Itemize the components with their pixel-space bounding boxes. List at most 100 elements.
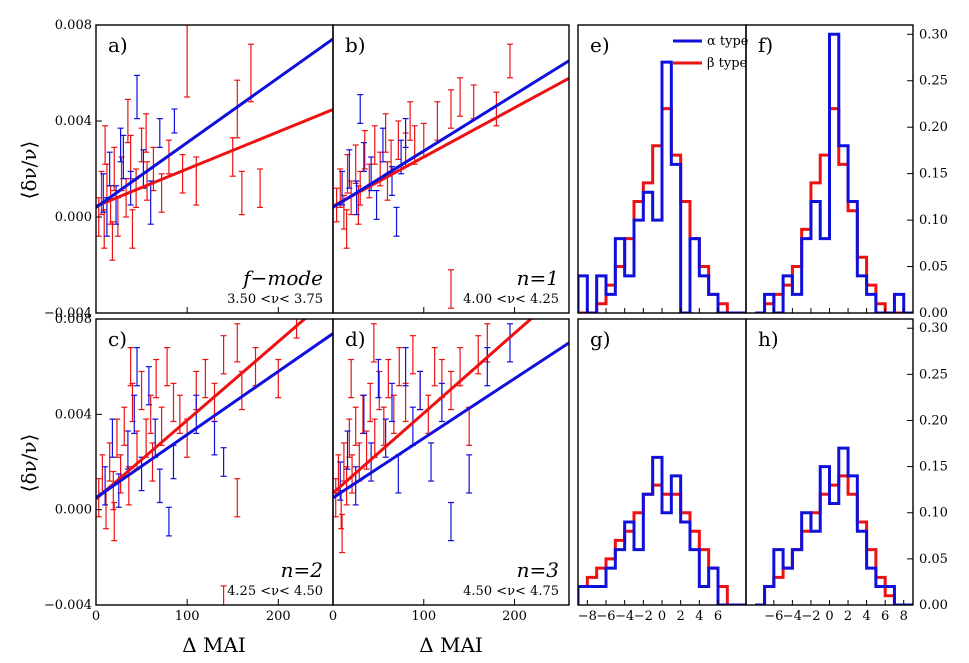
legend-alpha-label: α type bbox=[707, 34, 749, 49]
x-tick-label: 100 bbox=[175, 609, 200, 624]
x-tick-label: 100 bbox=[411, 609, 436, 624]
legend-beta-label: β type bbox=[707, 56, 748, 71]
x-tick-label: 6 bbox=[881, 609, 889, 624]
y-tick-label: −0.004 bbox=[44, 598, 92, 613]
panel-label: d) bbox=[345, 327, 366, 351]
panel-label: h) bbox=[758, 327, 779, 351]
y-tick-label: 0.00 bbox=[919, 306, 948, 321]
panel-a: −0.004 0.000 0.004 0.008 a) f−mode 3.50 <ν< 3.… bbox=[44, 18, 334, 321]
panel-label: f) bbox=[758, 33, 773, 57]
y-tick-label: 0.15 bbox=[919, 167, 948, 182]
x-tick-label: −4 bbox=[615, 609, 634, 624]
y-tick-label: 0.004 bbox=[55, 407, 92, 422]
y-tick-label: 0.008 bbox=[55, 18, 92, 33]
x-tick-label: 6 bbox=[714, 609, 722, 624]
x-tick-label: 0 bbox=[92, 609, 100, 624]
plot-area bbox=[333, 43, 569, 309]
x-tick-label: 2 bbox=[677, 609, 685, 624]
x-tick-label: 2 bbox=[844, 609, 852, 624]
y-tick-label: 0.25 bbox=[919, 74, 948, 89]
alpha-fit-line bbox=[333, 341, 569, 500]
x-tick-label: −4 bbox=[783, 609, 802, 624]
beta-fit-line bbox=[333, 319, 534, 495]
beta-fit-line bbox=[96, 319, 307, 501]
y-tick-label: −0.004 bbox=[44, 306, 92, 321]
y-tick-label: 0.25 bbox=[919, 367, 948, 382]
y-tick-label: 0.20 bbox=[919, 413, 948, 428]
panel-label: e) bbox=[590, 33, 610, 57]
legend: α type β type bbox=[673, 34, 749, 71]
axes-frame bbox=[745, 24, 914, 314]
x-tick-label: −8 bbox=[578, 609, 597, 624]
axes-frame bbox=[332, 24, 570, 314]
range-label: 4.25 <ν< 4.50 bbox=[227, 584, 323, 599]
x-tick-label: −6 bbox=[764, 609, 783, 624]
x-tick-label: 0 bbox=[825, 609, 833, 624]
panel-label: b) bbox=[345, 33, 366, 57]
y-tick-label: 0.15 bbox=[919, 460, 948, 475]
range-label: 3.50 <ν< 3.75 bbox=[227, 292, 323, 307]
panel-f: 0.00 0.05 0.10 0.15 0.20 0.25 0.30 f) bbox=[745, 24, 948, 321]
y-tick-label: 0.05 bbox=[919, 260, 948, 275]
plot-area bbox=[333, 319, 569, 554]
x-tick-label: 0 bbox=[658, 609, 666, 624]
y-tick-label: 0.20 bbox=[919, 120, 948, 135]
alpha-histogram bbox=[755, 446, 913, 605]
axes-frame bbox=[745, 318, 914, 606]
x-tick-label: 0 bbox=[329, 609, 337, 624]
x-tick-label: 4 bbox=[695, 609, 703, 624]
x-axis-label-left: Δ MAI bbox=[182, 633, 246, 657]
plot-area bbox=[755, 446, 913, 605]
x-tick-label: 200 bbox=[502, 609, 527, 624]
plot-area bbox=[578, 60, 746, 313]
x-tick-label: −2 bbox=[634, 609, 653, 624]
y-tick-label: 0.05 bbox=[919, 552, 948, 567]
y-tick-label: 0.10 bbox=[919, 213, 948, 228]
beta-histogram bbox=[755, 107, 913, 313]
panel-label: c) bbox=[108, 327, 127, 351]
y-tick-label: 0.30 bbox=[919, 321, 948, 336]
y-tick-label: 0.30 bbox=[919, 27, 948, 42]
x-tick-label: 8 bbox=[900, 609, 908, 624]
x-tick-label: 4 bbox=[862, 609, 870, 624]
beta-fit-line bbox=[96, 108, 333, 208]
mode-label: n=3 bbox=[517, 558, 559, 582]
x-tick-label: −6 bbox=[596, 609, 615, 624]
panel-label: g) bbox=[590, 327, 611, 351]
alpha-histogram bbox=[578, 455, 746, 605]
panel-h: −6 −4 −2 0 2 4 6 8 0.00 0.05 0.10 0.15 0.20 0.25 0.30 h… bbox=[745, 318, 948, 624]
mode-label: n=1 bbox=[517, 266, 559, 290]
x-tick-label: −2 bbox=[801, 609, 820, 624]
y-tick-label: 0.004 bbox=[55, 114, 92, 129]
alpha-histogram bbox=[755, 32, 913, 313]
y-tick-label: 0.000 bbox=[55, 210, 92, 225]
y-axis-label-bottom: ⟨δν/ν⟩ bbox=[17, 434, 41, 493]
beta-fit-line bbox=[333, 76, 569, 208]
range-label: 4.00 <ν< 4.25 bbox=[463, 292, 559, 307]
panel-c: −0.004 0.000 0.004 0.008 0 100 200 c) n=2 4.25 <ν… bbox=[44, 312, 334, 624]
plot-area bbox=[96, 319, 333, 605]
alpha-histogram bbox=[578, 60, 746, 313]
x-axis-label-right: Δ MAI bbox=[419, 633, 483, 657]
panel-d: 0 100 200 d) n=3 4.50 <ν< 4.75 bbox=[329, 318, 570, 624]
axes-frame bbox=[332, 318, 570, 606]
plot-area bbox=[578, 455, 746, 605]
alpha-fit-line bbox=[96, 37, 333, 209]
panel-g: −8 −6 −4 −2 0 2 4 6 g) bbox=[577, 318, 747, 624]
y-axis-label-top: ⟨δν/ν⟩ bbox=[17, 141, 41, 200]
x-tick-label: 200 bbox=[266, 609, 291, 624]
alpha-fit-line bbox=[333, 59, 569, 209]
alpha-fit-line bbox=[96, 332, 333, 499]
panel-label: a) bbox=[108, 33, 128, 57]
range-label: 4.50 <ν< 4.75 bbox=[463, 584, 559, 599]
plot-area bbox=[755, 32, 913, 313]
y-tick-label: 0.008 bbox=[55, 312, 92, 327]
y-tick-label: 0.000 bbox=[55, 503, 92, 518]
panel-b: b) n=1 4.00 <ν< 4.25 bbox=[332, 24, 570, 314]
y-tick-label: 0.00 bbox=[919, 598, 948, 613]
mode-label: n=2 bbox=[281, 558, 323, 582]
plot-area bbox=[96, 25, 333, 261]
panel-e: e) bbox=[577, 24, 747, 314]
y-tick-label: 0.10 bbox=[919, 506, 948, 521]
